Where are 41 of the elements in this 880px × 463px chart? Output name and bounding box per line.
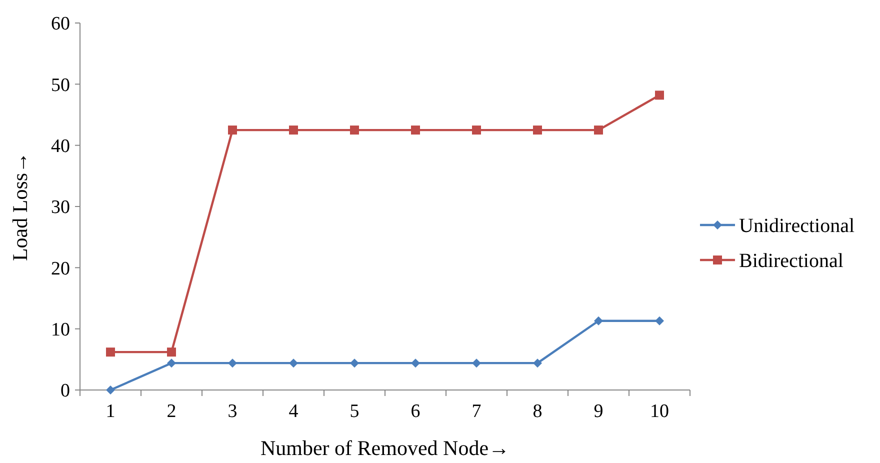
- point: [533, 126, 542, 135]
- x-tick-label: 1: [106, 401, 116, 422]
- legend-label: Unidirectional: [739, 215, 855, 237]
- point: [472, 358, 481, 368]
- point: [228, 126, 237, 135]
- point: [350, 358, 359, 368]
- point: [289, 126, 298, 135]
- point: [289, 358, 298, 368]
- x-tick-label: 8: [532, 401, 542, 422]
- legend-label: Bidirectional: [739, 250, 844, 272]
- x-tick-label: 3: [228, 401, 238, 422]
- x-tick-label: 9: [594, 401, 604, 422]
- y-tick-label: 10: [51, 319, 70, 340]
- x-tick-label: 4: [288, 401, 299, 422]
- point: [655, 90, 664, 100]
- point: [106, 348, 115, 357]
- y-tick-label: 20: [51, 258, 70, 280]
- y-tick-label: 50: [51, 74, 70, 96]
- point: [411, 126, 420, 135]
- point: [350, 126, 359, 135]
- point: [167, 358, 176, 368]
- point: [228, 358, 237, 368]
- point: [106, 386, 115, 394]
- x-tick-label: 6: [410, 401, 420, 422]
- y-tick-label: 60: [51, 14, 70, 35]
- y-axis-title: Load Loss→: [8, 152, 32, 262]
- x-tick-label: 7: [472, 401, 482, 422]
- y-tick-label: 30: [51, 197, 70, 218]
- point: [594, 316, 603, 326]
- x-tick-label: 2: [166, 401, 176, 422]
- point: [167, 348, 176, 357]
- point: [655, 316, 664, 326]
- y-tick-label: 0: [60, 380, 70, 402]
- x-tick-label: 10: [650, 401, 669, 422]
- x-tick-label: 5: [350, 401, 360, 422]
- point: [411, 358, 420, 368]
- point: [594, 126, 603, 135]
- x-axis-title: Number of Removed Node→: [260, 436, 510, 460]
- point: [472, 126, 481, 135]
- y-tick-label: 40: [51, 136, 70, 157]
- point: [533, 358, 542, 368]
